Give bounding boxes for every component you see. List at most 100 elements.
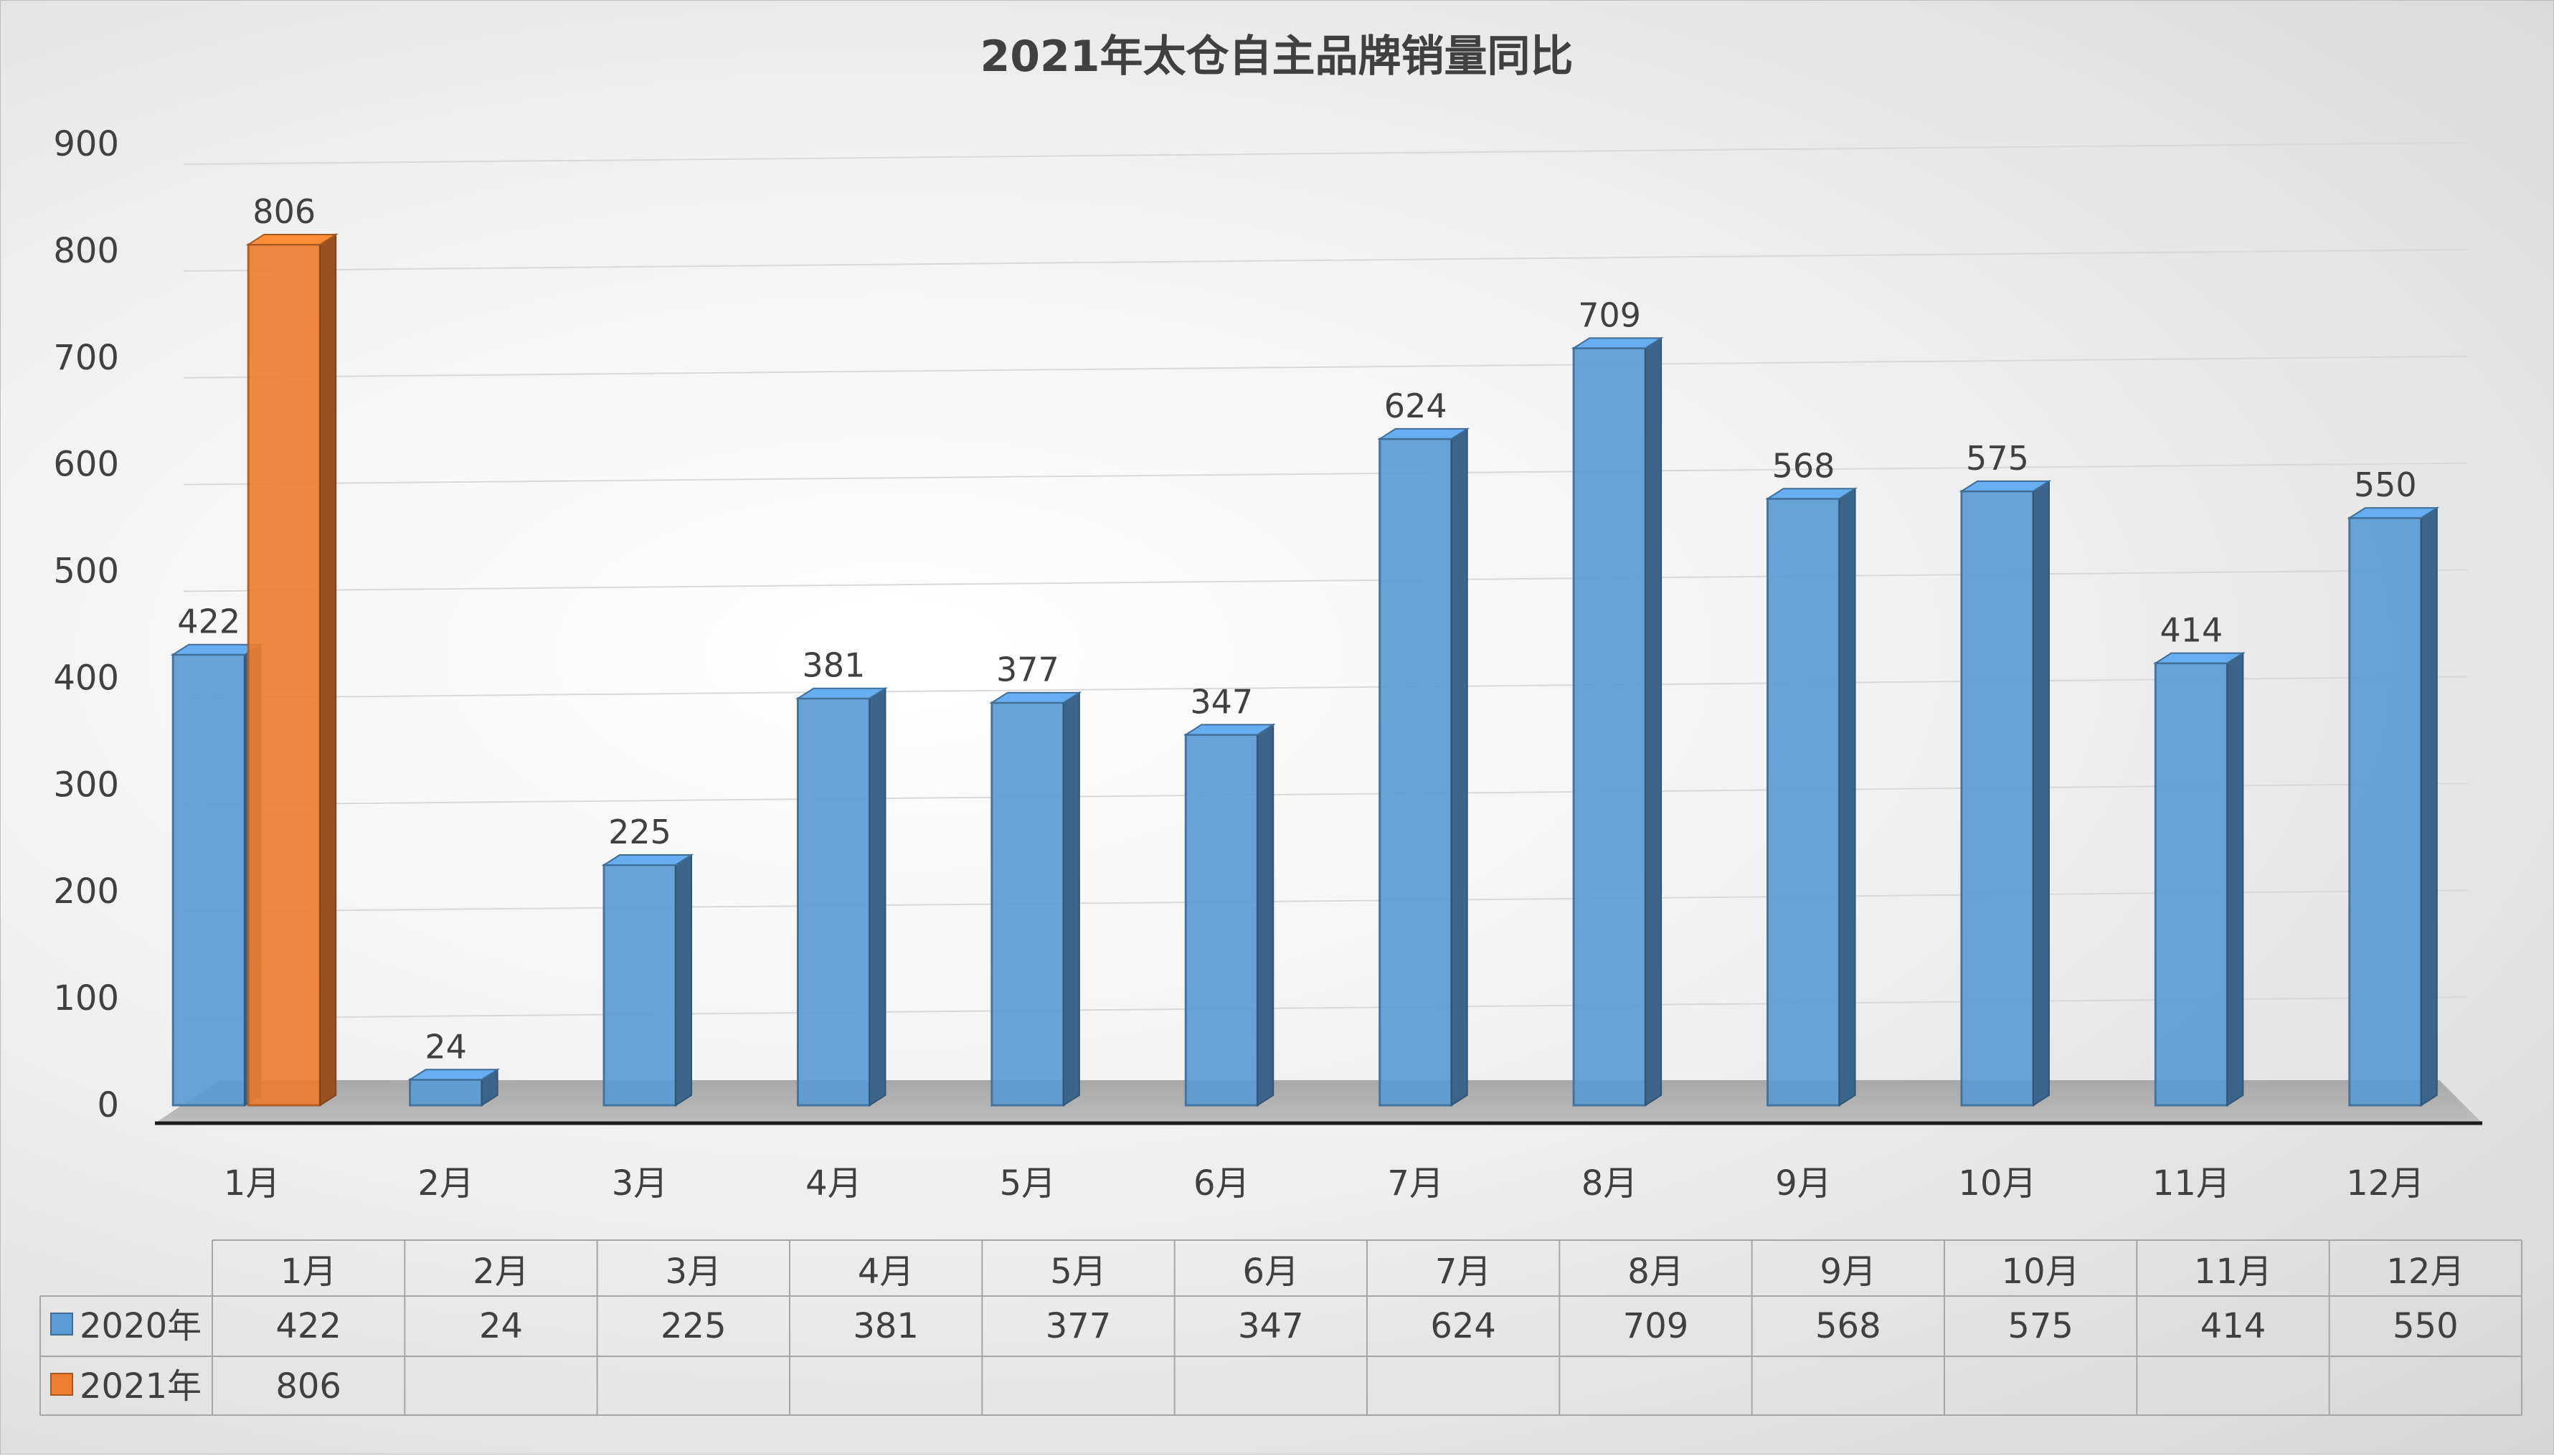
bar-2020-12 xyxy=(2347,506,2440,1107)
table-header-cell: 7月 xyxy=(1435,1252,1492,1292)
y-tick-label: 300 xyxy=(53,765,119,805)
gridline xyxy=(183,996,2469,1020)
data-labels: 422 806 24 225 381 377 347 624 709 568 575 414 550 xyxy=(177,192,2416,1066)
x-tick-label: 1月 xyxy=(224,1163,280,1204)
data-label-2020: 377 xyxy=(996,651,1059,689)
table-header-cell: 6月 xyxy=(1243,1252,1300,1292)
bar-2020-5 xyxy=(989,691,1082,1107)
y-tick-label: 200 xyxy=(53,871,119,912)
legend-key-2020 xyxy=(50,1313,73,1336)
table-header-cell: 1月 xyxy=(280,1252,337,1292)
data-label-2020: 550 xyxy=(2354,465,2417,504)
x-tick-label: 5月 xyxy=(1000,1163,1056,1204)
bar-2020-3-front xyxy=(602,864,677,1107)
table-header-cell: 8月 xyxy=(1627,1252,1684,1292)
data-label-2020: 422 xyxy=(177,602,240,641)
data-label-2020: 709 xyxy=(1578,296,1641,334)
x-tick-label: 2月 xyxy=(417,1163,474,1204)
bars xyxy=(170,233,2440,1107)
table-cell: 225 xyxy=(661,1306,727,1346)
data-label-2020: 568 xyxy=(1772,446,1835,485)
y-tick-label: 500 xyxy=(53,552,119,592)
data-label-2020: 225 xyxy=(608,813,671,851)
x-tick-label: 4月 xyxy=(805,1163,862,1204)
data-label-2020: 624 xyxy=(1384,387,1447,425)
bar-2021-1-side xyxy=(319,233,337,1107)
bar-2020-6-side xyxy=(1257,723,1274,1107)
table-cell: 24 xyxy=(479,1306,523,1346)
x-tick-label: 11月 xyxy=(2152,1163,2231,1204)
bar-2020-2-top xyxy=(407,1069,501,1081)
table-cell: 575 xyxy=(2007,1306,2073,1346)
bar-2020-11-top xyxy=(2152,652,2246,664)
bar-2020-5-top xyxy=(989,691,1082,704)
y-tick-label: 900 xyxy=(53,124,119,164)
table-header-cell: 9月 xyxy=(1820,1252,1877,1292)
table-header-cell: 10月 xyxy=(2002,1252,2080,1292)
bar-2020-7-front xyxy=(1378,438,1453,1107)
bar-2020-7-top xyxy=(1377,427,1470,440)
chart-title: 2021年太仓自主品牌销量同比 xyxy=(980,32,1574,82)
bar-2020-3-side xyxy=(675,854,693,1107)
gridline xyxy=(183,142,2469,165)
bar-2020-5-side xyxy=(1062,691,1080,1107)
table-row-label: 2020年 xyxy=(80,1306,202,1346)
table-cell: 347 xyxy=(1238,1306,1304,1346)
floor-plane xyxy=(155,1080,2482,1123)
chart-floor xyxy=(155,1080,2482,1125)
gridline xyxy=(183,569,2469,592)
data-table: 1月 2月 3月 4月 5月 6月 7月 8月 9月 10月 11月 12月 2020年 422 24 225… xyxy=(39,1239,2522,1416)
bar-2020-11-front xyxy=(2154,662,2228,1107)
bar-2020-3 xyxy=(601,854,694,1107)
bar-2020-10-front xyxy=(1960,490,2035,1107)
y-tick-label: 600 xyxy=(53,445,119,485)
table-row-label: 2021年 xyxy=(80,1366,202,1407)
x-tick-label: 9月 xyxy=(1775,1163,1832,1204)
x-tick-label: 6月 xyxy=(1193,1163,1250,1204)
x-tick-label: 7月 xyxy=(1387,1163,1444,1204)
y-tick-label: 700 xyxy=(53,338,119,378)
x-tick-label: 3月 xyxy=(612,1163,668,1204)
table-cell: 806 xyxy=(275,1366,341,1407)
bar-2020-4-front xyxy=(796,697,871,1107)
bar-2021-1 xyxy=(245,233,339,1107)
gridline xyxy=(183,889,2469,913)
bar-2020-8-top xyxy=(1571,337,1664,349)
bar-2020-7-side xyxy=(1450,427,1468,1107)
bar-2020-9-top xyxy=(1765,488,1858,500)
bar-2020-4-top xyxy=(795,687,888,699)
data-label-2020: 575 xyxy=(1966,439,2029,478)
bar-2020-9-side xyxy=(1838,487,1856,1107)
bar-2020-8 xyxy=(1571,336,1664,1107)
bar-2021-1-front xyxy=(247,243,321,1107)
table-cell: 550 xyxy=(2393,1306,2459,1346)
bar-2020-9 xyxy=(1765,487,1858,1107)
y-tick-label: 100 xyxy=(53,978,119,1018)
table-cell: 624 xyxy=(1430,1306,1496,1346)
bar-2020-10 xyxy=(1959,480,2052,1107)
bar-2020-8-front xyxy=(1572,346,1647,1107)
bar-2020-9-front xyxy=(1766,497,1841,1107)
table-header-cell: 12月 xyxy=(2386,1252,2464,1292)
table-header-cell: 2月 xyxy=(473,1252,529,1292)
bar-2020-3-top xyxy=(601,854,694,866)
bar-2020-7 xyxy=(1377,427,1470,1107)
bar-2020-4-side xyxy=(869,686,886,1107)
bar-2020-6-front xyxy=(1184,733,1259,1107)
table-cell: 422 xyxy=(275,1306,341,1346)
bar-2020-1-front xyxy=(171,653,246,1107)
bar-2020-10-top xyxy=(1959,480,2052,492)
table-header-cell: 11月 xyxy=(2194,1252,2272,1292)
data-label-2020: 381 xyxy=(803,646,866,685)
gridline xyxy=(183,462,2469,486)
bar-2020-6 xyxy=(1183,723,1276,1107)
x-tick-label: 12月 xyxy=(2346,1163,2424,1204)
bar-2020-6-top xyxy=(1183,724,1276,736)
bar-2020-2 xyxy=(407,1068,501,1107)
x-tick-label: 10月 xyxy=(1958,1163,2036,1204)
gridline xyxy=(183,783,2469,806)
gridline xyxy=(183,676,2469,699)
bar-2020-11 xyxy=(2152,651,2246,1107)
